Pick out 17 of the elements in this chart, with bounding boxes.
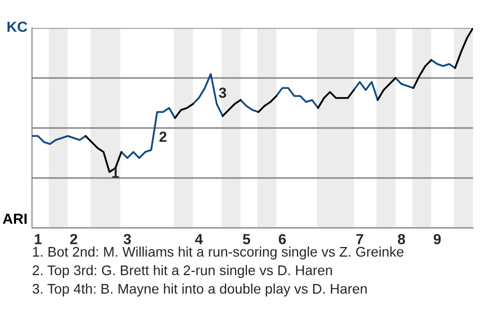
annotation: 2 [159,132,166,142]
text: 3. Top 4th: B. Mayne hit into a double play vs D. Haren [32,284,367,296]
x-tick-label: 9 [434,234,441,244]
x-tick-label: 8 [398,234,406,244]
x-tick-label: 1 [34,234,42,244]
annotation: 3 [218,88,226,98]
text: KC [8,22,28,32]
x-tick-label: 7 [356,234,364,244]
text: 1. Bot 2nd: M. Williams hit a run-scoring single vs Z. Greinke [33,246,404,260]
annotation: 1 [112,168,119,178]
x-tick-label: 2 [70,234,78,244]
x-tick-label: 3 [124,234,131,244]
x-tick-label: 5 [242,234,250,244]
text: 2. Top 3rd: G. Brett hit a 2-run single vs D. Haren [32,265,332,278]
text: ARI [2,214,27,224]
x-tick-label: 4 [195,234,203,244]
x-tick-label: 6 [278,234,286,244]
